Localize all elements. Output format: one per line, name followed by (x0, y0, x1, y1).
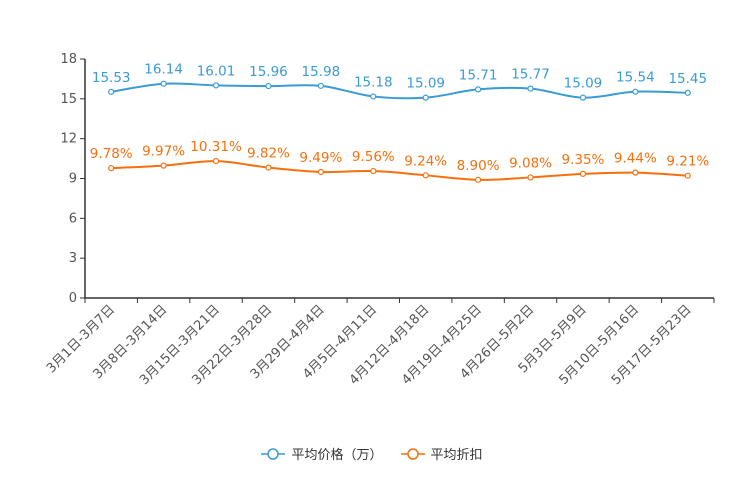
data-label: 15.96 (249, 64, 288, 80)
data-point (579, 170, 587, 177)
data-point (370, 167, 377, 175)
data-point (475, 176, 482, 183)
data-label: 9.44% (614, 151, 657, 167)
data-point (265, 164, 272, 171)
data-point (632, 88, 639, 95)
series-line-1 (111, 160, 688, 181)
data-point (108, 88, 115, 95)
data-point (527, 174, 534, 181)
data-point (108, 165, 115, 172)
y-tick-label: 0 (69, 291, 77, 306)
data-label: 16.01 (197, 63, 236, 79)
data-label: 9.56% (352, 149, 395, 165)
data-point (579, 94, 587, 101)
data-label: 8.90% (457, 158, 500, 174)
data-label: 9.49% (299, 150, 342, 166)
data-label: 9.97% (142, 144, 185, 160)
data-label: 9.82% (247, 146, 290, 162)
data-label: 15.98 (302, 64, 341, 80)
data-point (370, 93, 377, 100)
data-point (265, 82, 272, 90)
data-point (422, 172, 429, 179)
data-label: 15.18 (354, 74, 393, 90)
data-point (475, 86, 482, 93)
legend-label: 平均折扣 (430, 448, 483, 463)
y-tick-label: 18 (60, 52, 77, 67)
y-tick-label: 15 (60, 92, 77, 107)
data-point (527, 85, 534, 92)
data-point (632, 169, 639, 176)
data-label: 9.78% (90, 146, 133, 162)
y-tick-label: 6 (69, 211, 77, 226)
data-label: 9.08% (509, 155, 552, 171)
data-point (212, 82, 220, 89)
y-tick-label: 9 (69, 172, 77, 187)
legend-item-avg-discount[interactable]: 平均折扣 (400, 444, 483, 463)
data-label: 10.31% (190, 139, 242, 155)
data-point (684, 89, 691, 96)
data-label: 9.21% (666, 154, 709, 170)
data-point (160, 162, 167, 169)
legend-line-marker-icon (261, 447, 286, 460)
legend-item-avg-price[interactable]: 平均价格（万） (261, 444, 383, 463)
data-point (422, 94, 429, 101)
y-tick-label: 3 (69, 251, 77, 266)
data-label: 15.71 (459, 67, 498, 83)
data-label: 16.14 (144, 62, 183, 78)
data-point (317, 168, 324, 176)
data-label: 15.09 (564, 76, 603, 92)
data-point (212, 158, 220, 165)
legend: 平均价格（万） 平均折扣 (0, 444, 744, 463)
series-line-0 (111, 82, 688, 100)
data-label: 15.45 (668, 71, 707, 87)
data-label: 9.35% (562, 152, 605, 168)
y-tick-label: 12 (60, 132, 77, 147)
legend-line-marker-icon (400, 447, 425, 460)
data-label: 15.77 (511, 67, 550, 83)
data-label: 9.24% (404, 153, 447, 169)
data-point (684, 172, 691, 179)
data-point (317, 82, 324, 89)
data-label: 15.53 (92, 70, 131, 86)
data-label: 15.09 (406, 76, 445, 92)
data-point (160, 80, 167, 87)
legend-label: 平均价格（万） (291, 448, 383, 463)
data-label: 15.54 (616, 70, 655, 86)
